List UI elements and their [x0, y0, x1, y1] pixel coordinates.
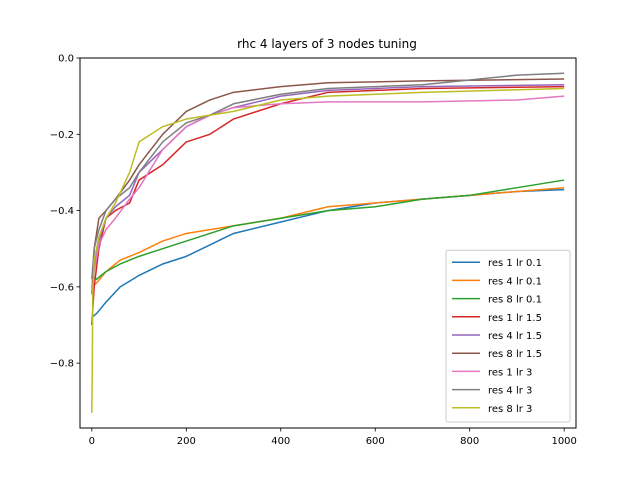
series-line-5 — [91, 78, 565, 295]
legend-label: res 8 lr 3 — [488, 404, 532, 415]
x-axis: 0 200 400 600 800 1000 — [89, 428, 577, 447]
legend-label: res 1 lr 0.1 — [488, 258, 542, 269]
legend-label: res 4 lr 1.5 — [488, 331, 542, 342]
y-tick-label: 0.0 — [58, 54, 74, 65]
x-tick-label: 1000 — [551, 436, 576, 447]
x-tick-label: 200 — [177, 436, 196, 447]
chart-title: rhc 4 layers of 3 nodes tuning — [237, 37, 417, 51]
y-tick-label: −0.6 — [50, 282, 74, 293]
legend-label: res 4 lr 3 — [488, 386, 532, 397]
series-line-8 — [91, 87, 565, 413]
series-line-2 — [91, 179, 565, 280]
legend-label: res 1 lr 1.5 — [488, 313, 542, 324]
y-tick-label: −0.2 — [50, 130, 74, 141]
legend-label: res 8 lr 0.1 — [488, 295, 542, 306]
legend-label: res 8 lr 1.5 — [488, 349, 542, 360]
legend-box — [445, 249, 571, 423]
legend-label: res 4 lr 0.1 — [488, 276, 542, 287]
plot-frame — [79, 57, 577, 429]
series-line-6 — [91, 95, 565, 295]
x-tick-label: 600 — [366, 436, 385, 447]
series-lines — [91, 72, 565, 413]
legend-label: res 1 lr 3 — [488, 367, 532, 378]
x-tick-label: 0 — [89, 436, 95, 447]
x-tick-label: 400 — [271, 436, 290, 447]
y-tick-label: −0.4 — [50, 206, 74, 217]
x-tick-label: 800 — [460, 436, 479, 447]
y-tick-label: −0.8 — [50, 359, 74, 370]
series-line-7 — [91, 72, 565, 280]
y-axis: 0.0 −0.2 −0.4 −0.6 −0.8 — [50, 54, 80, 370]
legend: res 1 lr 0.1 res 4 lr 0.1 res 8 lr 0.1 res … — [445, 249, 571, 423]
